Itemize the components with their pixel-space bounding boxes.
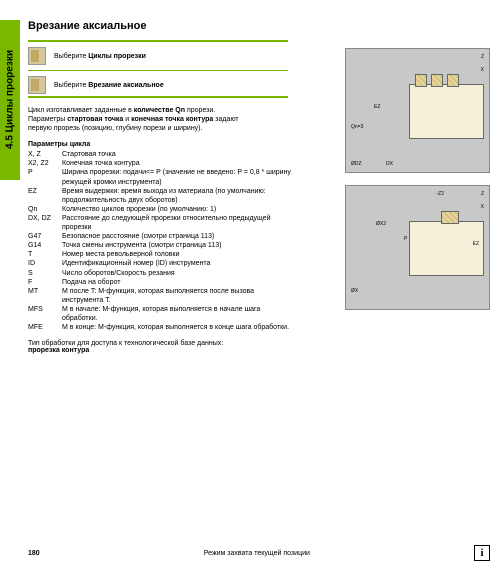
step-2-text: Выберите Врезание аксиальное xyxy=(54,82,164,89)
footer-paragraph: Тип обработки для доступа к технологичес… xyxy=(28,340,296,354)
diag2-z2-label: -Z2 xyxy=(437,191,445,197)
diag1-qn-label: Qn=3 xyxy=(351,124,363,130)
step-1-text: Выберите Циклы прорезки xyxy=(54,53,146,60)
param-row: X2, Z2Конечная точка контура xyxy=(28,159,296,168)
param-row: PШирина прорезки: подачи<= P (значение н… xyxy=(28,168,296,186)
diag1-groove-1 xyxy=(447,74,459,87)
diag1-body xyxy=(409,84,484,139)
cycle-groove-icon xyxy=(28,47,46,65)
diag2-body xyxy=(409,221,484,276)
param-row: X, ZСтартовая точка xyxy=(28,150,296,159)
sidebar-tab: 4.5 Циклы прорезки xyxy=(0,20,20,180)
diag2-z-label: Z xyxy=(481,191,484,197)
diag1-x-label: X xyxy=(481,67,484,73)
divider-top xyxy=(28,40,288,42)
sidebar-label: 4.5 Циклы прорезки xyxy=(5,51,16,150)
diag2-p-label: P xyxy=(404,236,407,242)
diag2-x-label: X xyxy=(481,204,484,210)
diag1-groove-2 xyxy=(431,74,443,87)
diag2-ez-label: EZ xyxy=(473,241,479,247)
footer-mode-text: Режим захвата текущей позиции xyxy=(204,550,310,557)
param-table: X, ZСтартовая точка X2, Z2Конечная точка… xyxy=(28,150,296,332)
param-row: MTM после T: М-функция, которая выполняе… xyxy=(28,287,296,305)
diag1-ez-label: EZ xyxy=(374,104,380,110)
diag2-x2-label: ØX2 xyxy=(376,221,386,227)
divider-bottom xyxy=(28,96,288,98)
divider-mid xyxy=(28,70,288,71)
param-row: TНомер места револьверной головки xyxy=(28,250,296,259)
param-row: QnКоличество циклов прорезки (по умолчан… xyxy=(28,205,296,214)
intro-paragraph: Цикл изготавливает заданные в количестве… xyxy=(28,106,288,133)
param-row: DX, DZРасстояние до следующей прорезки о… xyxy=(28,214,296,232)
diag1-dx-label: DX xyxy=(386,161,393,167)
page-title: Врезание аксиальное xyxy=(28,20,492,32)
diag1-groove-3 xyxy=(415,74,427,87)
diag2-x-axis-label: ØX xyxy=(351,288,358,294)
param-row: IDИдентификационный номер (ID) инструмен… xyxy=(28,259,296,268)
param-row: EZВремя выдержки: время выхода из матери… xyxy=(28,187,296,205)
page-footer: 180 Режим захвата текущей позиции i xyxy=(28,545,490,561)
param-row: MFSM в начале: М-функция, которая выполн… xyxy=(28,305,296,323)
param-row: G47Безопасное расстояние (смотри страниц… xyxy=(28,232,296,241)
page-number: 180 xyxy=(28,550,40,557)
param-row: SЧисло оборотов/Скорость резания xyxy=(28,269,296,278)
diag1-z-label: Z xyxy=(481,54,484,60)
info-icon: i xyxy=(474,545,490,561)
diagram-2: P EZ -Z2 ØX2 ØX Z X xyxy=(345,185,490,310)
axial-groove-icon xyxy=(28,76,46,94)
diag1-dz-label: ØDZ xyxy=(351,161,362,167)
param-row: G14Точка смены инструмента (смотри стран… xyxy=(28,241,296,250)
param-row: FПодача на оборот xyxy=(28,278,296,287)
param-row: MFEM в конце: М-функция, которая выполня… xyxy=(28,323,296,332)
diag2-groove xyxy=(441,211,459,224)
diagram-1: EZ Qn=3 ØDZ DX Z X xyxy=(345,48,490,173)
